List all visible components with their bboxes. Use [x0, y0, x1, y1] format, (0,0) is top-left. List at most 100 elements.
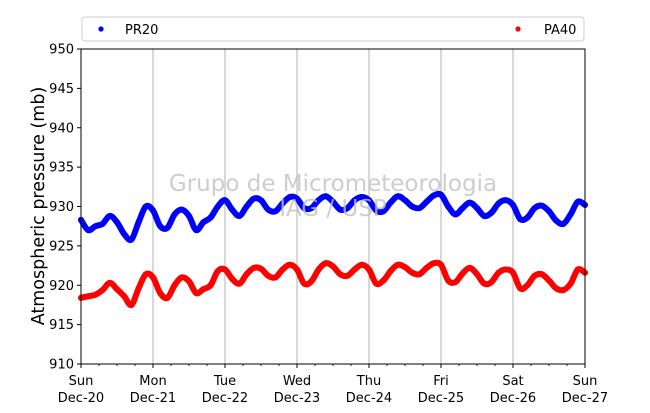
data-point-pa40-38	[351, 266, 358, 273]
data-point-pr20-4	[106, 212, 113, 219]
data-point-pr20-14	[178, 206, 185, 213]
data-point-pa40-26	[265, 272, 272, 279]
data-point-pr20-25	[258, 197, 264, 204]
data-point-pa40-35	[330, 263, 336, 270]
data-point-pr20-60	[510, 201, 516, 208]
data-point-pa40-2	[92, 291, 99, 298]
data-point-pa40-21	[229, 275, 236, 282]
y-tick-label-6: 940	[49, 121, 74, 136]
data-point-pa40-52	[452, 279, 459, 286]
data-point-pr20-46	[409, 203, 416, 210]
data-point-pa40-10	[150, 274, 156, 281]
data-point-pr20-12	[164, 224, 171, 231]
data-point-pa40-7	[128, 301, 135, 308]
data-point-pa40-57	[488, 279, 495, 286]
data-point-pa40-39	[358, 261, 365, 268]
data-point-pa40-1	[85, 293, 92, 300]
data-point-pr20-24	[250, 195, 257, 202]
y-tick-label-3: 925	[49, 239, 74, 254]
data-point-pr20-8	[135, 219, 142, 226]
data-point-pr20-36	[337, 206, 344, 213]
legend-box	[81, 16, 585, 42]
data-point-pr20-21	[229, 206, 236, 213]
data-point-pr20-56	[481, 212, 488, 219]
data-point-pa40-66	[553, 285, 560, 292]
data-point-pa40-4	[106, 279, 113, 286]
y-tick-label-0: 910	[49, 358, 74, 373]
x-tick-date-7: Dec-27	[562, 391, 608, 406]
y-axis: 910 915 920 925 930 935 940 945 950	[49, 43, 81, 373]
data-point-pa40-47	[416, 271, 423, 278]
data-point-pa40-24	[250, 264, 257, 271]
data-point-pr20-63	[531, 205, 538, 212]
y-tick-label-5: 935	[49, 161, 74, 176]
data-point-pa40-34	[322, 260, 329, 267]
data-point-pa40-3	[99, 286, 106, 293]
data-point-pa40-29	[286, 261, 293, 268]
data-point-pr20-39	[358, 194, 365, 201]
data-point-pa40-51	[445, 277, 452, 284]
data-points	[78, 190, 588, 309]
data-point-pr20-44	[394, 193, 401, 200]
data-point-pr20-59	[502, 197, 509, 204]
data-point-pr20-41	[373, 207, 380, 214]
x-tick-date-1: Dec-21	[130, 391, 176, 406]
legend-label-pa40: PA40	[544, 23, 576, 38]
data-point-pa40-50	[438, 261, 444, 268]
watermark-line-1: Grupo de Micrometeorologia	[169, 171, 497, 197]
data-point-pr20-31	[301, 205, 308, 212]
data-point-pr20-27	[272, 208, 279, 215]
data-point-pa40-65	[546, 277, 552, 284]
data-point-pa40-8	[135, 285, 142, 292]
data-point-pa40-64	[538, 271, 545, 278]
data-point-pr20-65	[546, 208, 552, 215]
x-axis: Sun Dec-20 Mon Dec-21 Tue Dec-22 Wed Dec-23 Thu D…	[58, 364, 608, 406]
data-point-pr20-50	[438, 191, 444, 198]
data-point-pa40-44	[394, 261, 401, 268]
data-point-pr20-5	[114, 219, 120, 226]
data-point-pr20-67	[560, 220, 567, 227]
data-point-pr20-54	[466, 199, 473, 206]
data-point-pr20-9	[142, 203, 149, 210]
data-point-pa40-46	[409, 269, 416, 276]
data-point-pr20-45	[402, 197, 408, 204]
data-point-pa40-48	[423, 264, 430, 271]
x-tick-day-3: Wed	[283, 374, 311, 389]
watermark: Grupo de Micrometeorologia IAG / USP	[169, 171, 497, 222]
data-point-pr20-20	[222, 197, 228, 204]
data-point-pr20-64	[538, 202, 545, 209]
data-point-pr20-34	[322, 193, 329, 200]
data-point-pa40-12	[164, 294, 171, 301]
data-point-pr20-7	[128, 236, 135, 243]
data-point-pa40-54	[466, 264, 473, 271]
data-point-pr20-26	[265, 206, 272, 213]
data-point-pr20-53	[459, 205, 466, 212]
data-point-pa40-33	[315, 266, 322, 273]
data-point-pr20-33	[315, 197, 322, 204]
data-point-pa40-20	[222, 266, 228, 273]
data-point-pr20-28	[279, 200, 286, 207]
data-point-pr20-55	[474, 205, 480, 212]
data-point-pa40-55	[474, 271, 480, 278]
legend: PR20 PA40	[81, 16, 585, 42]
data-point-pa40-27	[272, 274, 279, 281]
data-point-pa40-23	[243, 271, 250, 278]
data-point-pr20-43	[387, 199, 394, 206]
data-point-pr20-62	[524, 214, 531, 221]
data-point-pa40-31	[301, 280, 308, 287]
data-point-pa40-68	[567, 280, 574, 287]
watermark-line-2: IAG / USP	[279, 196, 387, 222]
data-point-pr20-37	[344, 205, 351, 212]
data-point-pa40-53	[459, 270, 466, 277]
data-point-pr20-18	[207, 214, 214, 221]
y-tick-label-7: 945	[49, 82, 74, 97]
x-tick-date-0: Dec-20	[58, 391, 104, 406]
data-point-pr20-23	[243, 203, 250, 210]
data-point-pr20-47	[416, 205, 423, 212]
data-point-pr20-19	[214, 203, 221, 210]
data-point-pa40-32	[308, 278, 315, 285]
x-tick-day-5: Fri	[433, 374, 449, 389]
legend-label-pr20: PR20	[125, 23, 158, 38]
data-point-pa40-6	[121, 293, 128, 300]
